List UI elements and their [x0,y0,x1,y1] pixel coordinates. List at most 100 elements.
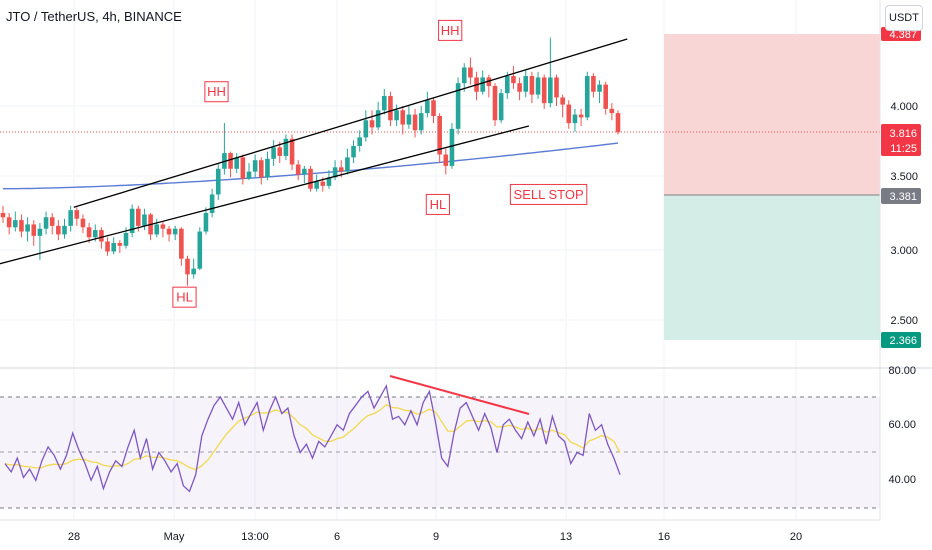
y-tick-label: 3.000 [890,245,918,257]
annotation-box[interactable] [204,81,229,103]
time-axis: 28 May 13:00 6 9 13 16 20 [0,519,880,543]
candle-body [80,218,86,228]
candle-body [535,77,541,95]
x-tick-label: 20 [790,531,802,543]
candle-body [529,76,535,95]
candle-body [234,157,239,169]
annotation-box[interactable] [172,286,197,308]
candle-body [179,228,184,259]
candle-body [480,77,485,92]
candle-body [259,160,264,178]
x-tick-label: 6 [334,531,340,543]
take-profit-zone[interactable] [664,195,880,340]
candle-body [345,157,350,172]
candle-body [449,128,455,166]
candle-body [265,158,270,178]
candle-body [197,231,203,269]
candle-body [302,168,307,175]
rsi-tick-label: 80.00 [888,365,916,377]
candle-body [388,96,393,121]
candle-body [240,157,246,179]
candles [0,37,621,286]
x-tick-label: 16 [658,531,670,543]
price-label-entry: 3.381 [889,191,917,203]
candle-body [597,84,602,92]
currency-button[interactable]: USDT [885,5,923,31]
x-tick-label: 13:00 [241,531,269,543]
candle-body [295,164,301,175]
rsi-line [4,383,621,493]
stop-loss-zone[interactable] [664,34,880,195]
x-tick-label: 9 [433,531,439,543]
candle-body [492,86,498,121]
candle-body [351,145,356,158]
rsi-tick-label: 60.00 [888,419,916,431]
annotation-label: HL [176,290,193,305]
candle-body [560,97,565,105]
candle-body [191,268,196,275]
annotation-label: HL [430,197,447,212]
y-tick-label: 2.500 [890,315,918,327]
candle-body [541,77,547,104]
candle-body [308,168,313,189]
candle-body [31,224,37,236]
y-tick-label: 3.500 [890,171,918,183]
annotation-label: SELL STOP [514,187,584,202]
candle-body [228,153,233,169]
candle-body [511,76,516,84]
candle-body [74,210,80,219]
candle-body [37,228,43,236]
candle-body [123,232,129,246]
candle-body [375,110,381,128]
divergence-line[interactable] [389,375,530,415]
candle-body [486,77,492,87]
candle-body [363,120,369,138]
annotation-box[interactable] [509,183,588,205]
candle-body [406,114,412,125]
candle-body [578,114,584,118]
candle-body [443,154,449,166]
candle-body [203,213,209,232]
candle-body [246,171,252,179]
price-label-stop: 4.387 [889,29,917,41]
channel-lower-line[interactable] [0,125,530,283]
candle-body [357,137,362,146]
candle-body [609,108,615,114]
candle-body [142,214,147,226]
candle-body [105,241,110,252]
candle-body [25,224,30,232]
candle-body [615,113,621,133]
rsi-tick-label: 40.00 [888,474,916,486]
candle-body [56,225,61,235]
candle-body [209,194,215,213]
x-tick-label: 13 [560,531,572,543]
candle-body [326,177,332,186]
price-label-current: 3.816 [889,128,917,140]
price-label-entry-bg [881,188,921,204]
candle-body [505,76,510,94]
rsi-ma-line [4,404,621,471]
candle-body [382,96,387,111]
candle-body [566,104,572,124]
candle-body [584,76,590,118]
candle-body [68,210,73,226]
candle-body [283,138,289,156]
candle-body [394,110,399,121]
candle-body [289,138,295,165]
candle-body [461,67,467,84]
annotation-box[interactable] [438,19,463,41]
candle-body [129,208,135,233]
annotation-box[interactable] [425,193,450,215]
candle-body [277,147,283,156]
x-tick-label: May [164,531,185,543]
candle-body [215,168,221,195]
candle-body [172,228,178,235]
candle-body [431,100,436,116]
candle-body [314,181,319,189]
candle-body [468,67,473,78]
channel-upper-line[interactable] [73,38,628,208]
candle-body [13,220,18,228]
price-label-target-bg [881,332,921,348]
candle-body [425,100,430,114]
